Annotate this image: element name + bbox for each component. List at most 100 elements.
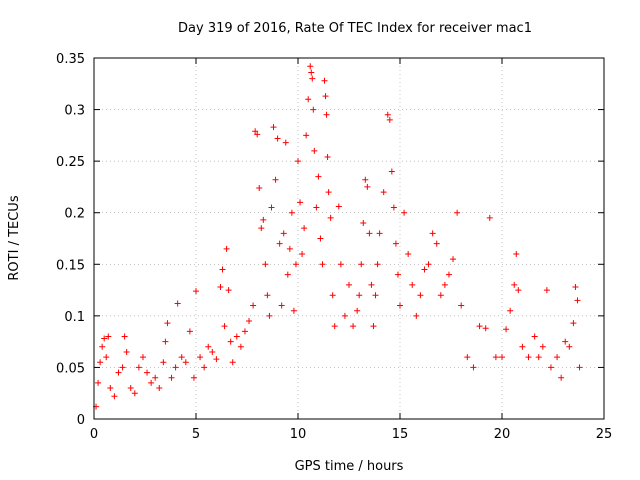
data-point: [292, 261, 299, 268]
y-tick-label: 0.15: [56, 258, 85, 273]
data-point: [123, 348, 130, 355]
data-point: [266, 312, 273, 319]
data-point: [417, 292, 424, 299]
y-tick-label: 0.3: [64, 104, 85, 119]
data-point: [193, 288, 199, 295]
data-point: [486, 214, 493, 221]
y-tick-label: 0.25: [56, 155, 85, 170]
data-point: [368, 281, 375, 288]
data-point: [309, 75, 316, 82]
points-layer: [93, 63, 583, 410]
data-point: [445, 271, 452, 278]
data-point: [358, 261, 365, 268]
data-point: [562, 338, 569, 345]
data-point: [405, 250, 412, 257]
data-point: [325, 189, 332, 196]
data-point: [301, 225, 308, 232]
data-point: [156, 385, 163, 392]
data-point: [511, 281, 518, 288]
data-point: [186, 328, 193, 335]
data-point: [229, 359, 236, 366]
x-tick-label: 20: [494, 427, 511, 442]
data-point: [535, 354, 542, 361]
data-point: [360, 220, 367, 227]
data-point: [182, 359, 189, 366]
data-point: [366, 230, 373, 237]
data-point: [201, 364, 208, 371]
data-point: [127, 385, 134, 392]
data-point: [305, 96, 312, 103]
data-point: [429, 230, 436, 237]
data-point: [190, 374, 197, 381]
data-point: [250, 302, 257, 309]
data-point: [262, 261, 269, 268]
data-point: [433, 240, 440, 247]
data-point: [515, 287, 522, 294]
data-point: [492, 354, 499, 361]
data-point: [162, 338, 169, 345]
data-point: [388, 168, 395, 175]
data-point: [144, 369, 151, 376]
data-point: [341, 312, 348, 319]
x-tick-label: 0: [90, 427, 98, 442]
data-point: [513, 250, 520, 257]
data-point: [135, 364, 142, 371]
data-point: [254, 131, 261, 138]
data-point: [322, 93, 329, 100]
data-point: [97, 359, 104, 366]
data-point: [476, 323, 483, 330]
data-point: [274, 135, 281, 142]
data-point: [297, 199, 304, 206]
data-point: [327, 214, 334, 221]
data-point: [323, 111, 330, 118]
data-point: [503, 326, 510, 333]
data-point: [308, 69, 315, 76]
data-point: [519, 343, 526, 350]
data-point: [543, 287, 550, 294]
data-point: [374, 261, 381, 268]
y-tick-label: 0.2: [64, 207, 85, 222]
data-point: [354, 307, 361, 314]
data-point: [454, 209, 461, 216]
data-point: [525, 354, 532, 361]
data-point: [288, 209, 295, 216]
data-point: [256, 184, 263, 191]
data-point: [356, 292, 363, 299]
data-point: [268, 204, 275, 211]
data-point: [205, 343, 212, 350]
data-point: [324, 154, 331, 161]
x-tick-label: 15: [392, 427, 409, 442]
data-point: [139, 354, 146, 361]
data-point: [99, 343, 106, 350]
data-point: [164, 320, 171, 327]
data-point: [299, 250, 306, 257]
data-point: [111, 393, 118, 400]
data-point: [160, 359, 167, 366]
data-point: [507, 307, 514, 314]
data-point: [286, 245, 293, 252]
data-point: [437, 292, 444, 299]
data-point: [168, 374, 175, 381]
data-point: [295, 158, 301, 165]
data-point: [246, 318, 253, 325]
data-point: [101, 335, 108, 342]
data-point: [276, 240, 283, 247]
data-point: [350, 323, 357, 330]
data-point: [280, 230, 287, 237]
data-point: [547, 364, 554, 371]
data-point: [313, 204, 320, 211]
data-point: [219, 266, 226, 273]
data-point: [386, 116, 393, 123]
y-tick-label: 0: [77, 413, 85, 428]
data-point: [315, 173, 322, 180]
data-point: [252, 128, 259, 135]
data-point: [464, 354, 471, 361]
data-point: [321, 77, 328, 84]
data-point: [225, 287, 232, 294]
data-point: [397, 302, 403, 309]
data-point: [390, 204, 397, 211]
chart-title: Day 319 of 2016, Rate Of TEC Index for r…: [178, 21, 532, 36]
data-point: [311, 147, 318, 154]
y-tick-label: 0.05: [56, 361, 85, 376]
